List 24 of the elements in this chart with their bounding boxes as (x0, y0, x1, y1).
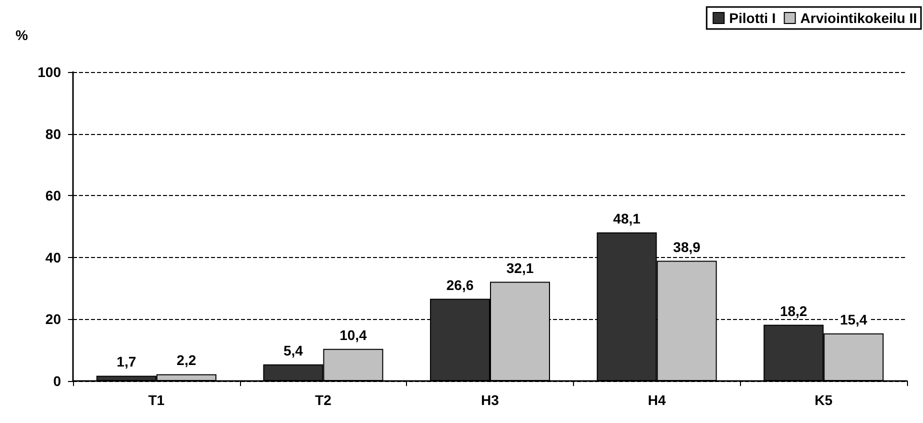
data-label: 18,2 (780, 302, 808, 319)
y-tick-label: 40 (45, 249, 62, 266)
legend-label: Pilotti I (729, 10, 776, 26)
data-label: 2,2 (176, 352, 196, 368)
data-label: 48,1 (613, 210, 641, 226)
data-label: 15,4 (840, 311, 868, 328)
y-tick-label: 20 (45, 311, 62, 328)
data-label: 10,4 (340, 326, 368, 343)
x-tick-label: T1 (148, 392, 165, 408)
x-tick-label: K5 (814, 392, 833, 408)
y-tick-label: 80 (45, 126, 62, 142)
x-tick-label: T2 (315, 392, 332, 408)
y-tick-label: 100 (38, 64, 62, 80)
data-label: 5,4 (283, 342, 304, 358)
y-tick-label: 60 (45, 188, 62, 204)
data-label: 38,9 (673, 238, 701, 255)
data-label: 1,7 (116, 354, 136, 370)
x-tick-label: H3 (481, 392, 500, 408)
data-label: 32,1 (506, 260, 534, 276)
y-tick-label: 0 (53, 373, 62, 389)
data-label: 26,6 (446, 276, 474, 293)
x-tick-label: H4 (648, 392, 666, 408)
y-axis-title: % (16, 27, 29, 43)
legend-label: Arviointikokeilu II (800, 10, 918, 26)
